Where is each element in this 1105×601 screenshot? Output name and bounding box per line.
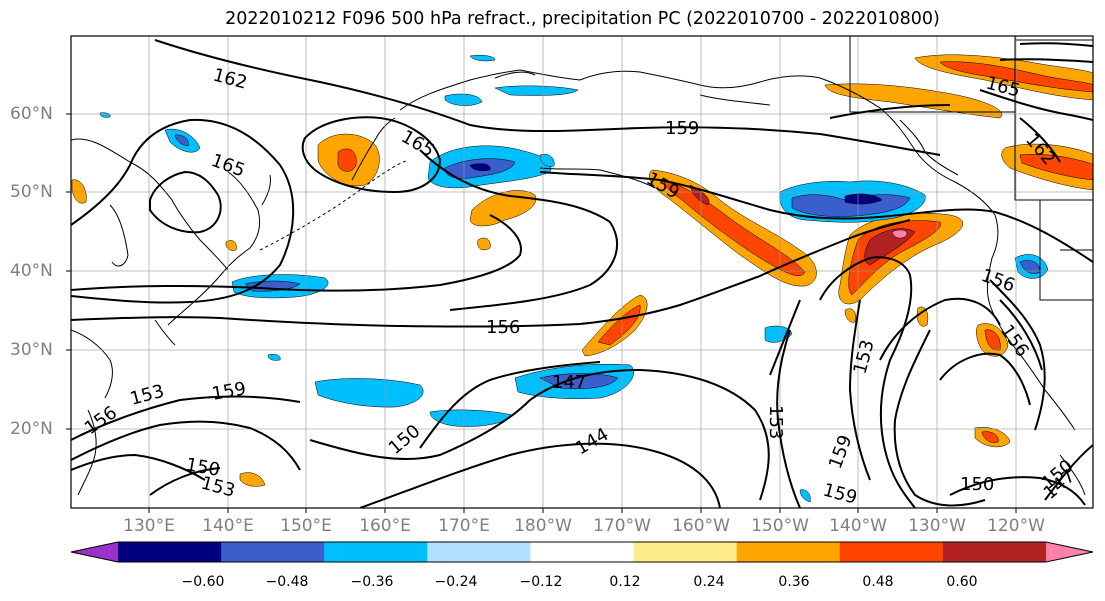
contour-label: 159 <box>210 378 247 405</box>
contour-label: 156 <box>978 265 1017 296</box>
colorbar-swatch <box>530 542 635 562</box>
contour-label: 147 <box>552 372 586 393</box>
positive-anomaly-regions <box>71 54 1093 487</box>
axis-ticks <box>66 113 1017 513</box>
contour-label: 159 <box>825 432 856 471</box>
precipitation-shading: 162 165 165 165 159 159 162 156 156 156 … <box>71 36 1093 509</box>
negative-anomaly-regions <box>99 54 1049 503</box>
colorbar-outline <box>70 541 1094 563</box>
refractivity-contours <box>71 39 1093 508</box>
colorbar-tick-label: −0.36 <box>350 574 394 590</box>
colorbar-tick-label: 0.60 <box>946 574 978 590</box>
contour-label: 162 <box>211 65 250 94</box>
gridlines <box>71 36 1093 508</box>
contour-label: 159 <box>821 480 860 509</box>
colorbar-extend-high <box>1046 542 1093 562</box>
colorbar <box>70 541 1094 563</box>
contour-label: 159 <box>665 118 699 139</box>
lon-label-150w: 150°W <box>751 516 809 536</box>
lat-label-40n: 40°N <box>10 261 53 281</box>
lat-label-20n: 20°N <box>10 419 53 439</box>
lon-label-130e: 130°E <box>123 516 175 536</box>
colorbar-swatch <box>942 542 1047 562</box>
contour-label: 150 <box>960 474 994 495</box>
colorbar-tick-label: 0.48 <box>862 574 894 590</box>
lon-label-170w: 170°W <box>593 516 651 536</box>
contour-label: 165 <box>398 126 438 161</box>
colorbar-extend-low <box>71 542 118 562</box>
colorbar-swatch <box>118 542 222 562</box>
colorbar-tick-label: −0.60 <box>181 574 225 590</box>
colorbar-tick-label: 0.12 <box>609 574 641 590</box>
contour-label: 153 <box>765 405 786 439</box>
colorbar-swatch <box>221 542 325 562</box>
boundary-line <box>259 159 409 251</box>
colorbar-swatch <box>839 542 944 562</box>
lon-label-120w: 120°W <box>987 516 1045 536</box>
lon-label-170e: 170°E <box>438 516 490 536</box>
lat-label-50n: 50°N <box>10 182 53 202</box>
colorbar-swatch <box>427 542 531 562</box>
contour-label: 150 <box>385 421 425 459</box>
contour-label: 156 <box>486 317 520 338</box>
lon-label-180w: 180°W <box>514 516 572 536</box>
contour-label: 165 <box>208 150 247 181</box>
colorbar-tick-label: −0.12 <box>519 574 563 590</box>
contour-label: 156 <box>81 402 121 439</box>
lon-label-150e: 150°E <box>280 516 332 536</box>
coastlines <box>71 36 1093 496</box>
lon-label-130w: 130°W <box>908 516 966 536</box>
lon-label-140e: 140°E <box>202 516 254 536</box>
colorbar-tick-label: −0.24 <box>434 574 478 590</box>
lon-label-160w: 160°W <box>672 516 730 536</box>
lon-label-140w: 140°W <box>829 516 887 536</box>
map-frame <box>70 35 1094 509</box>
lon-label-160e: 160°E <box>359 516 411 536</box>
colorbar-tick-label: 0.24 <box>693 574 725 590</box>
plot-title: 2022010212 F096 500 hPa refract., precip… <box>225 9 940 29</box>
colorbar-swatch <box>736 542 841 562</box>
contour-label: 153 <box>199 473 238 502</box>
colorbar-swatch <box>324 542 428 562</box>
lat-label-30n: 30°N <box>10 340 53 360</box>
colorbar-swatch <box>633 542 738 562</box>
lat-label-60n: 60°N <box>10 104 53 124</box>
colorbar-tick-label: 0.36 <box>778 574 810 590</box>
colorbar-tick-label: −0.48 <box>265 574 309 590</box>
